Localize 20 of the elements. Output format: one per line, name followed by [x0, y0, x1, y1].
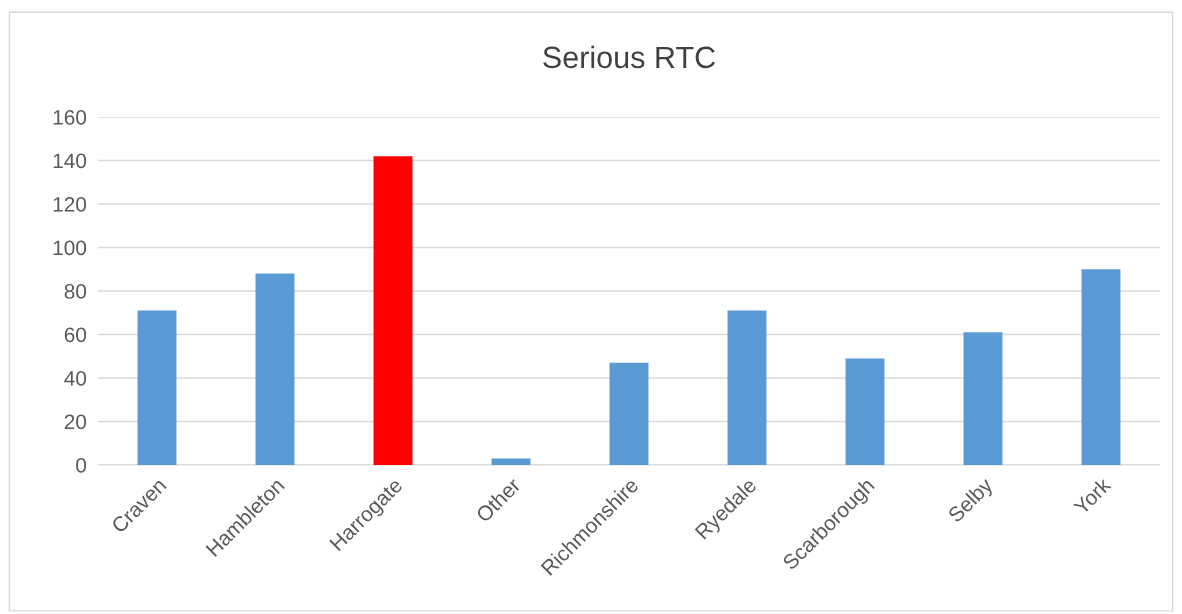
y-tick-label: 60	[64, 327, 87, 343]
bar	[255, 273, 295, 465]
y-tick-label: 80	[64, 284, 87, 299]
bar	[845, 358, 885, 465]
y-tick-label: 40	[64, 371, 87, 386]
bar	[727, 310, 767, 465]
bar	[609, 362, 649, 465]
bar	[1081, 269, 1121, 465]
bar	[963, 332, 1003, 465]
y-tick-label: 160	[53, 110, 87, 125]
y-tick-label: 120	[53, 197, 87, 212]
y-tick-label: 140	[53, 153, 87, 169]
y-tick-label: 0	[76, 458, 87, 473]
bar	[491, 458, 531, 465]
bar	[373, 156, 413, 465]
y-tick-label: 20	[64, 414, 87, 430]
x-tick-label: York	[1072, 476, 1112, 516]
y-tick-label: 100	[53, 240, 87, 256]
chart-title: Serious RTC	[543, 45, 716, 69]
bar	[137, 310, 177, 465]
